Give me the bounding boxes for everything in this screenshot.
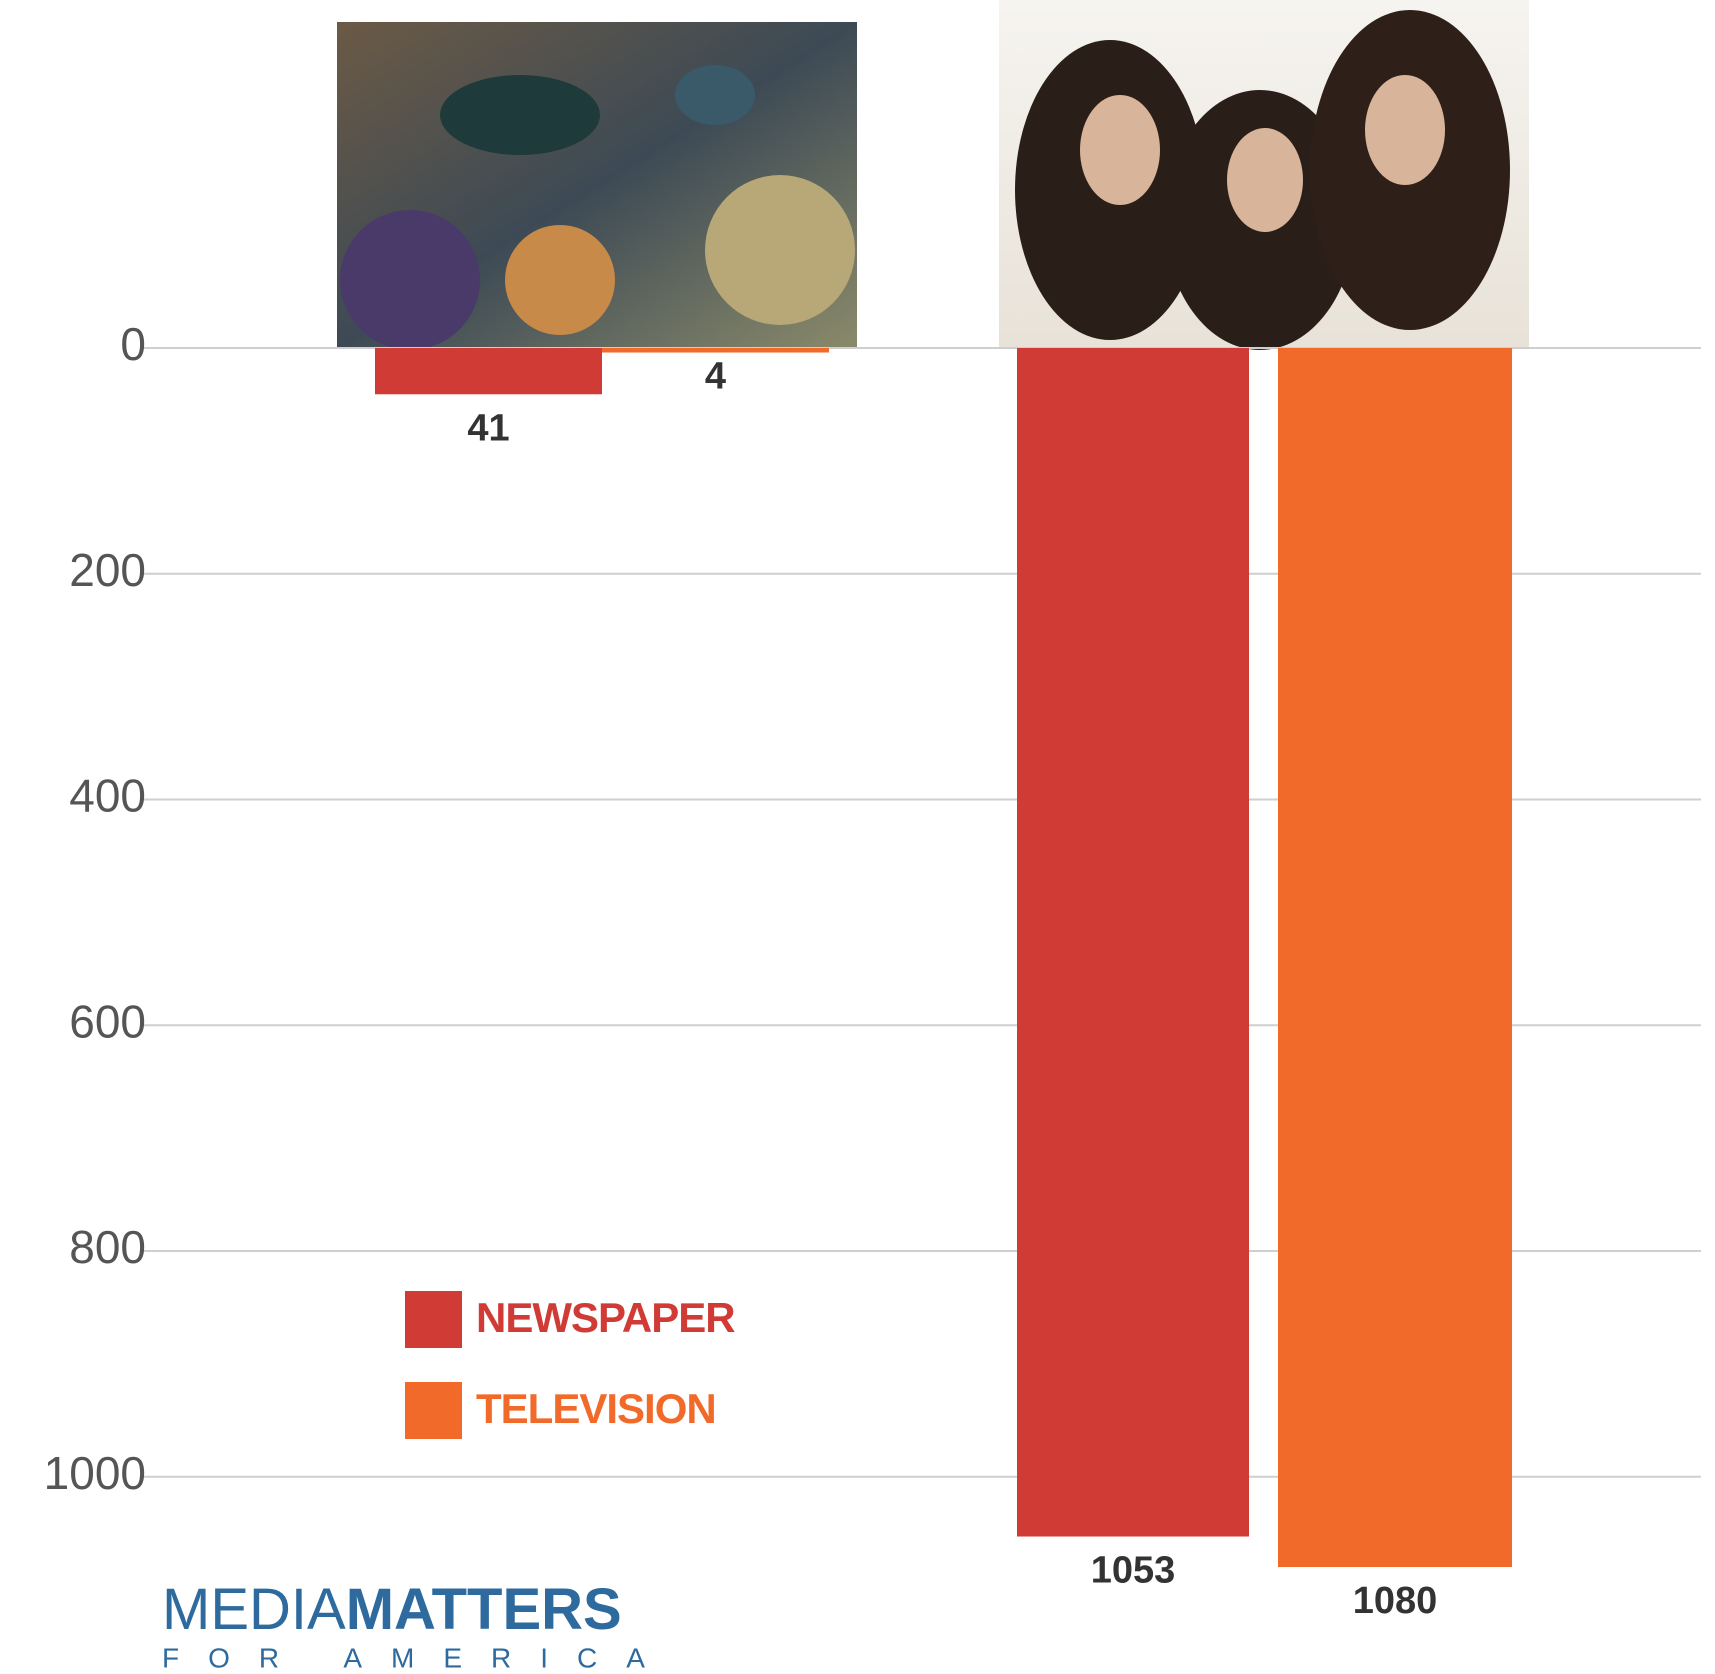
y-tick-label: 800 (69, 1221, 146, 1273)
legend-swatch (405, 1291, 462, 1348)
legend-swatch (405, 1382, 462, 1439)
y-tick-label: 0 (120, 318, 146, 370)
y-tick-label: 400 (69, 770, 146, 822)
logo-text: MEDIAMATTERS (162, 1577, 622, 1642)
logo-tagline: FOR AMERICA (162, 1642, 674, 1673)
value-label: 1053 (1091, 1550, 1176, 1592)
bar (375, 348, 602, 395)
y-tick-label: 600 (69, 995, 146, 1047)
legend-label: NEWSPAPER (476, 1294, 735, 1341)
reef-picture (337, 22, 857, 350)
value-label: 4 (705, 356, 726, 398)
logo: MEDIAMATTERS FOR AMERICA (162, 1577, 674, 1673)
celebrity-picture (999, 0, 1529, 350)
value-label: 1080 (1353, 1580, 1438, 1622)
legend-label: TELEVISION (476, 1385, 716, 1432)
logo-first: MEDIA (162, 1577, 346, 1642)
bar (1017, 348, 1249, 1537)
value-label: 41 (467, 407, 509, 449)
bar (602, 348, 829, 353)
y-tick-label: 200 (69, 544, 146, 596)
bar (1278, 348, 1512, 1567)
y-tick-label: 1000 (44, 1447, 146, 1499)
logo-second: MATTERS (346, 1577, 622, 1642)
